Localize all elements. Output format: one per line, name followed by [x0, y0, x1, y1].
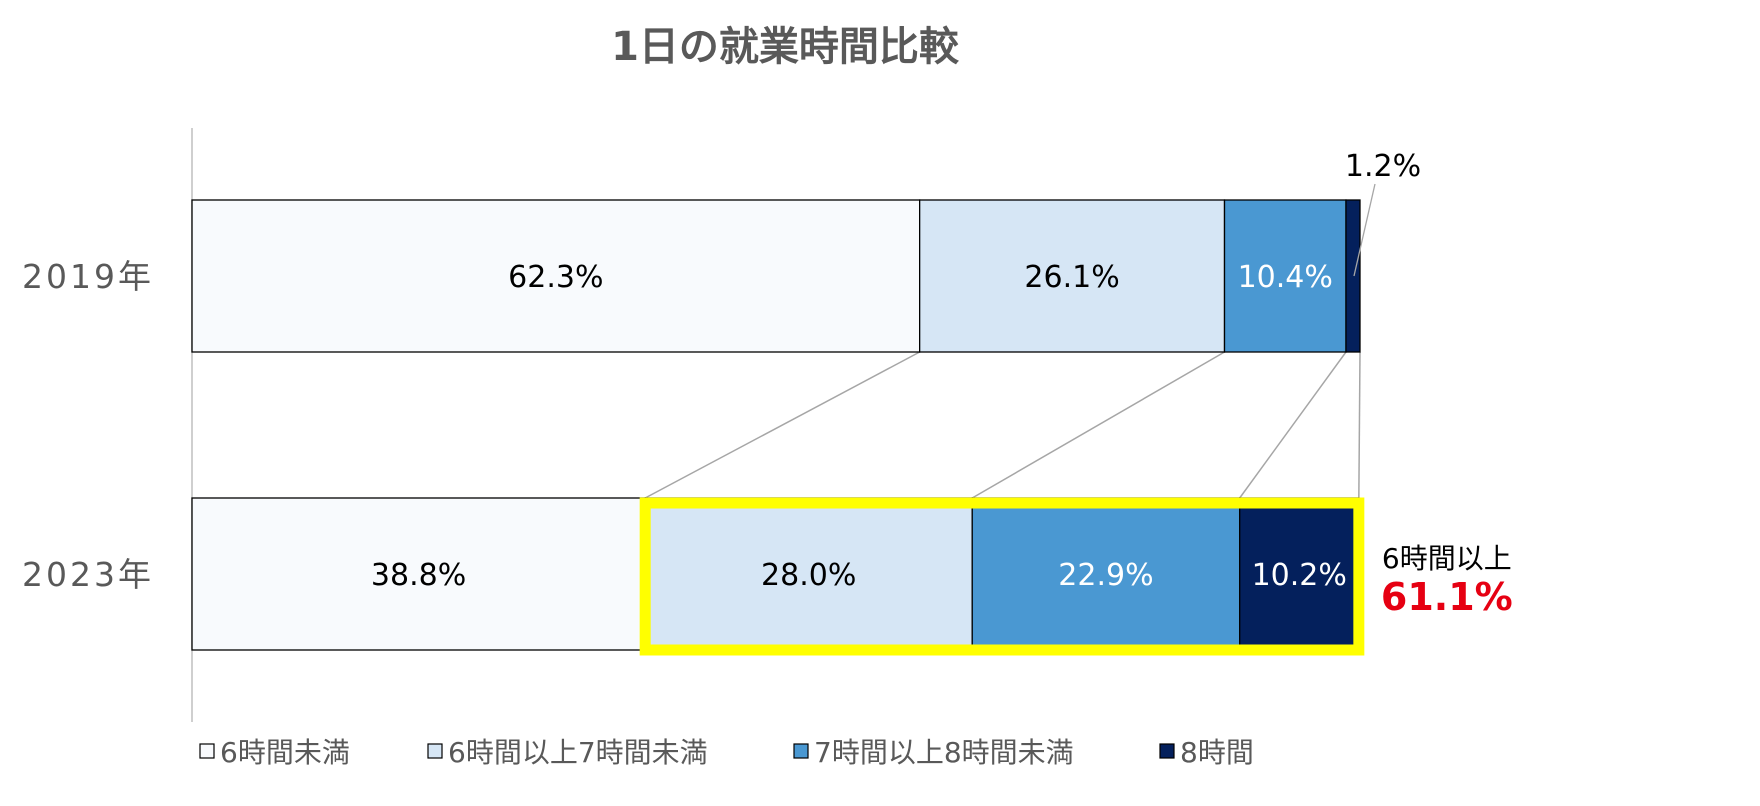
legend-label: 7時間以上8時間未満	[814, 736, 1074, 769]
bar-segment	[1345, 199, 1361, 353]
bar-segment	[1239, 497, 1360, 651]
bar-segment	[191, 497, 646, 651]
highlight-value: 61.1%	[1381, 575, 1513, 619]
bar-segment	[191, 199, 921, 353]
legend-swatch	[793, 743, 809, 759]
data-label: 62.3%	[508, 260, 603, 295]
chart-title: 1日の就業時間比較	[611, 24, 960, 70]
highlight-label: 6時間以上	[1382, 542, 1512, 575]
legend-label: 8時間	[1180, 736, 1254, 769]
data-label: 1.2%	[1345, 149, 1421, 184]
series-line	[971, 351, 1225, 499]
legend-swatch	[427, 743, 443, 759]
legend-label: 6時間以上7時間未満	[448, 736, 708, 769]
category-label: 2023年	[22, 555, 154, 594]
data-label: 10.4%	[1238, 260, 1333, 295]
highlight-box	[639, 497, 1365, 656]
data-label: 26.1%	[1024, 260, 1119, 295]
data-labels: 62.3% 26.1% 10.4% 1.2% 38.8% 28.0% 22.9% 10.2%	[371, 149, 1421, 593]
category-labels: 2019年 2023年	[22, 257, 154, 594]
legend-swatch	[199, 743, 215, 759]
series-line	[1358, 351, 1361, 499]
data-label: 22.9%	[1058, 558, 1153, 593]
legend-swatch	[1159, 743, 1175, 759]
bar-segment	[919, 199, 1226, 353]
series-line	[644, 351, 921, 499]
leader-line	[1353, 183, 1376, 277]
series-connector-lines	[644, 351, 1361, 499]
category-label: 2019年	[22, 257, 154, 296]
bar-segment	[1223, 199, 1347, 353]
bar-segment	[971, 497, 1241, 651]
series-line	[1239, 351, 1347, 499]
data-label: 38.8%	[371, 558, 466, 593]
bar-segments	[191, 199, 1361, 651]
data-label: 28.0%	[761, 558, 856, 593]
legend-label: 6時間未満	[220, 736, 350, 769]
legend: 6時間未満 6時間以上7時間未満 7時間以上8時間未満 8時間	[199, 736, 1254, 769]
data-label: 10.2%	[1252, 558, 1347, 593]
highlight-group: 6時間以上 61.1%	[639, 497, 1513, 656]
